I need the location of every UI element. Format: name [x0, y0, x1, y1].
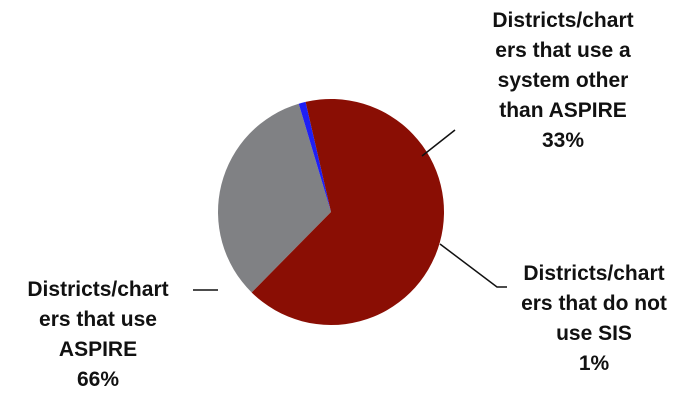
- pie-slice-no-sis: [298, 101, 331, 212]
- pie-slices: [218, 99, 445, 326]
- pie-slice-aspire: [251, 99, 445, 326]
- slice-label-line: Districts/chart: [523, 262, 665, 285]
- slice-label-line: ers that use a: [495, 39, 631, 62]
- slice-label-line: use SIS: [556, 322, 632, 345]
- leader-line-other-system: [421, 129, 456, 157]
- slice-label-line: than ASPIRE: [499, 99, 627, 122]
- slice-label-line: ASPIRE: [58, 338, 138, 361]
- leader-lines: [193, 129, 507, 291]
- slice-label-line: ers that use: [39, 308, 157, 331]
- slice-label-aspire: Districts/chart ers that use ASPIRE 66%: [0, 275, 196, 395]
- slice-label-line: Districts/chart: [27, 278, 169, 301]
- slice-label-line: ers that do not: [521, 292, 667, 315]
- slice-value-label: 33%: [541, 129, 585, 152]
- slice-label-no-sis: Districts/chart ers that do not use SIS …: [496, 259, 692, 379]
- slice-label-line: system other: [497, 69, 629, 92]
- leader-line-no-sis: [439, 243, 507, 288]
- slice-value-label: 66%: [76, 368, 120, 391]
- slice-value-label: 1%: [578, 352, 610, 375]
- pie-slice-other-system: [218, 103, 331, 293]
- slice-label-line: Districts/chart: [492, 9, 634, 32]
- slice-label-other-system: Districts/chart ers that use a system ot…: [448, 6, 678, 156]
